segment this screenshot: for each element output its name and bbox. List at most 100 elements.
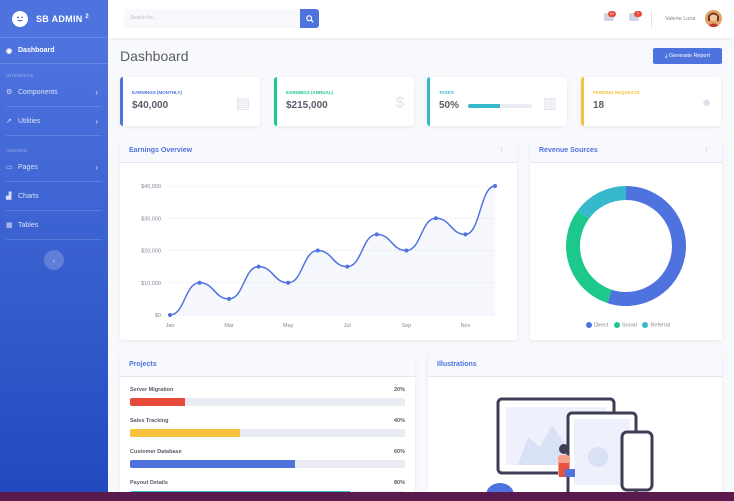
sidebar: SB ADMIN 2 ◉ Dashboard INTERFACE ⚙ Compo… [0, 0, 108, 492]
area-fill [170, 186, 495, 315]
y-tick-label: $20,000 [141, 249, 161, 255]
illustrations-card: Illustrations [428, 353, 722, 493]
sidebar-item-dashboard[interactable]: ◉ Dashboard [0, 38, 108, 64]
topbar: Search for... 3+ 7 Valerie Luna [108, 0, 734, 38]
data-point [256, 264, 261, 269]
project-progress-fill [130, 429, 240, 437]
sidebar-item-label: Utilities [18, 117, 41, 125]
x-tick-label: Sep [401, 323, 411, 329]
stat-card-pending-requests: PENDING REQUESTS 18 ● [581, 77, 721, 126]
project-name: Payout Details [130, 480, 168, 486]
sidebar-item-pages[interactable]: ▭ Pages › [0, 156, 108, 178]
card-title: Earnings Overview ⋮ [120, 139, 517, 163]
earnings-area-chart: $0 $10,000 $20,000 $30,000 $40,000 Jan Mar May J… [141, 184, 497, 329]
chevron-right-icon: › [95, 162, 98, 172]
earnings-series-line [169, 185, 496, 316]
project-progress-bar [130, 398, 405, 406]
data-point [197, 280, 202, 285]
stat-card-earnings-annual: EARNINGS (ANNUAL) $215,000 $ [274, 77, 414, 126]
tasks-progress-bar [468, 104, 532, 108]
data-point [315, 248, 320, 253]
generate-report-button[interactable]: ⤓ Generate Report [653, 48, 722, 64]
revenue-donut-chart [566, 186, 686, 306]
user-name[interactable]: Valerie Luna [665, 16, 696, 22]
earnings-title: Earnings Overview [129, 147, 193, 154]
card-title: Projects [120, 353, 415, 377]
data-point [493, 184, 497, 188]
stat-value: $40,000 [132, 100, 169, 111]
os-taskbar [0, 492, 734, 501]
search-button[interactable] [300, 9, 319, 28]
avatar[interactable] [705, 10, 722, 27]
calendar-icon: ▤ [235, 95, 250, 112]
search-input[interactable]: Search for... [124, 9, 300, 28]
tasks-progress-fill [468, 104, 500, 108]
generate-report-label: Generate Report [669, 53, 710, 59]
sidebar-item-label: Dashboard [18, 47, 55, 54]
stat-value: 18 [593, 100, 605, 111]
legend-referral: Referral [650, 322, 670, 329]
folder-icon: ▭ [6, 164, 13, 171]
sidebar-toggle-button[interactable]: ‹ [44, 250, 64, 270]
stat-label: EARNINGS (MONTHLY) [132, 90, 182, 95]
chevron-left-icon: ‹ [52, 255, 56, 265]
revenue-sources-card: Revenue Sources ⋮ Direct Social Referral [530, 139, 722, 340]
donut-slice-direct [607, 186, 686, 306]
project-item: Sales Tracking 40% [130, 418, 405, 437]
x-tick-label: Mar [224, 323, 234, 329]
data-point [433, 216, 438, 221]
sidebar-item-charts[interactable]: ▟ Charts [0, 185, 108, 207]
chevron-right-icon: › [95, 87, 98, 97]
stat-label: EARNINGS (ANNUAL) [286, 90, 333, 95]
earnings-overview-card: Earnings Overview ⋮ $0 $10,000 $20,000 $30,0… [120, 139, 517, 340]
brand[interactable]: SB ADMIN 2 [0, 0, 108, 38]
project-name: Sales Tracking [130, 418, 169, 424]
donut-slice-referral [577, 186, 627, 220]
sidebar-item-components[interactable]: ⚙ Components › [0, 81, 108, 103]
tachometer-icon: ◉ [6, 47, 13, 55]
illustration-image [486, 397, 654, 493]
project-name: Server Migration [130, 387, 174, 393]
project-percent: 80% [393, 480, 405, 486]
envelope-icon[interactable] [629, 13, 639, 21]
stat-card-tasks: TASKS 50% ▥ [427, 77, 567, 126]
cog-icon: ⚙ [6, 89, 13, 96]
project-percent: 40% [393, 418, 405, 424]
donut-slice-social [566, 210, 613, 304]
x-tick-label: Jan [166, 323, 175, 329]
sidebar-item-label: Pages [18, 163, 38, 171]
brand-name: SB ADMIN 2 [36, 13, 90, 24]
data-point [286, 280, 291, 285]
divider [6, 135, 102, 136]
dollar-icon: $ [395, 94, 404, 111]
messages-badge: 7 [634, 11, 642, 17]
bell-icon[interactable] [604, 13, 614, 21]
page-title: Dashboard [120, 48, 189, 64]
y-tick-label: $10,000 [141, 281, 161, 287]
legend-dot-social [613, 322, 620, 328]
project-row: Server Migration 20% [130, 387, 405, 393]
data-point [168, 313, 172, 317]
table-icon: ▦ [6, 222, 13, 229]
sidebar-item-utilities[interactable]: ↗ Utilities › [0, 110, 108, 132]
project-row: Customer Database 60% [130, 449, 405, 455]
divider [6, 239, 102, 240]
sidebar-item-tables[interactable]: ▦ Tables [0, 214, 108, 236]
data-point [345, 264, 350, 269]
stat-label: TASKS [439, 90, 454, 95]
sidebar-item-label: Tables [18, 221, 39, 229]
sidebar-item-label: Charts [18, 192, 39, 200]
project-row: Sales Tracking 40% [130, 418, 405, 424]
card-title: Illustrations [428, 353, 722, 377]
data-point [463, 232, 468, 237]
more-options-icon[interactable]: ⋮ [498, 147, 505, 154]
project-item: Server Migration 20% [130, 387, 405, 406]
legend-dot-referral [642, 322, 649, 328]
y-tick-label: $30,000 [141, 216, 161, 222]
card-title: Revenue Sources ⋮ [530, 139, 722, 163]
search-icon [305, 14, 314, 23]
project-progress-bar [130, 460, 405, 468]
more-options-icon[interactable]: ⋮ [703, 147, 710, 154]
stat-card-earnings-monthly: EARNINGS (MONTHLY) $40,000 ▤ [120, 77, 260, 126]
divider [6, 181, 102, 182]
